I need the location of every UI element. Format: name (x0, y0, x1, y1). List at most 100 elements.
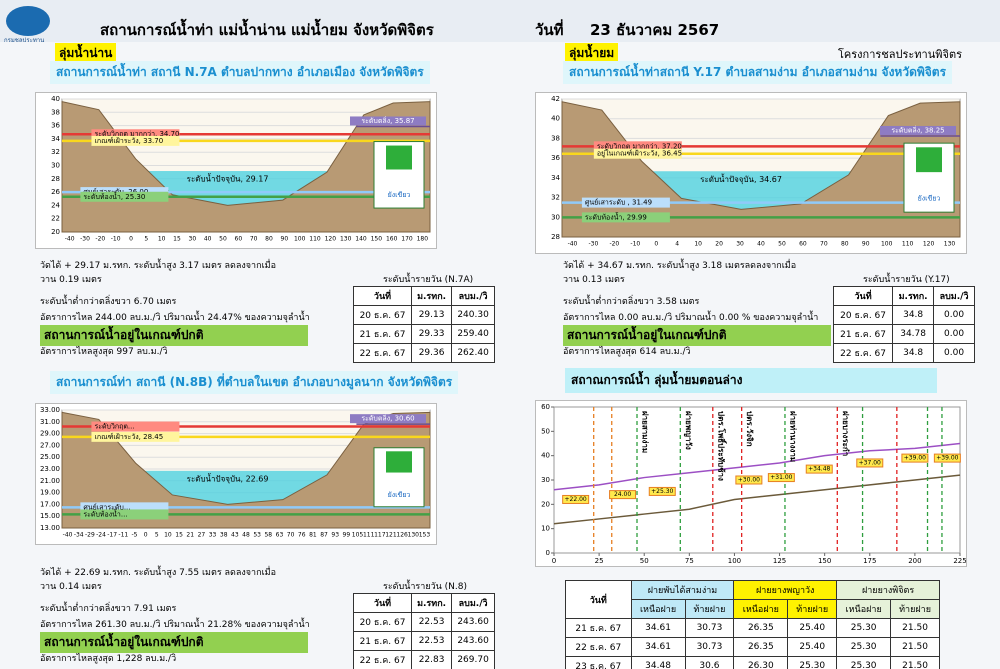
level-box-label: +39.00 (936, 455, 958, 462)
x-tick-label: 225 (953, 557, 966, 565)
table-row: 21 ธ.ค. 67 34.78 0.00 (832, 324, 975, 344)
header-cell: ลบม./วิ (451, 593, 495, 613)
cell: 22.53 (410, 612, 453, 632)
x-tick-label: 117 (374, 532, 386, 539)
cell: 259.40 (451, 324, 495, 344)
table-row: 21 ธ.ค. 67 34.61 30.73 26.35 25.40 25.30 21.50 (565, 618, 940, 638)
x-tick-label: -20 (95, 236, 105, 243)
y-tick-label: 23.00 (40, 465, 60, 473)
cell: 34.48 (630, 656, 686, 669)
level-label-bg (581, 212, 670, 223)
table-row: 20 ธ.ค. 67 22.53 243.60 (353, 612, 495, 632)
level-label-bg (91, 431, 180, 442)
x-tick-label: 100 (294, 236, 306, 243)
y-tick-label: 50 (541, 427, 550, 435)
y-tick-label: 28 (51, 175, 60, 183)
level-label-bg (581, 197, 670, 208)
cross-section-chart: 13.00 15.00 17.00 19.00 21.00 23.00 25.00 27.00… (35, 403, 437, 545)
level-box (805, 464, 833, 474)
cell: 25.30 (836, 637, 892, 657)
y-tick-label: 20 (51, 228, 60, 236)
level-box-label: +30.00 (738, 477, 760, 484)
note: ระดับน้ำต่ำกว่าตลิ่งขวา 3.58 เมตร (563, 297, 700, 307)
cell: 22 ธ.ค. 67 (565, 637, 632, 657)
x-tick-label: 0 (129, 236, 133, 243)
station-title: สถานการณ์น้ำท่าสถานี Y.17 ตำบลสามง่าม อำ… (563, 61, 953, 84)
daily-table: วันที่ ม.รทก. ลบม./วิ 20 ธ.ค. 67 34.8 0.00 21 … (832, 286, 975, 363)
cell: 21.50 (890, 637, 940, 657)
cell: 243.60 (451, 631, 495, 651)
level-box (562, 494, 590, 504)
sign-text: ยังเขียว (918, 194, 941, 202)
x-tick-label: -20 (609, 241, 619, 248)
cell: 269.70 (451, 650, 495, 669)
level-label: ระดับท้องน้ำ... (83, 507, 127, 518)
note: อัตราการไหลสูงสุด 997 ลบ.ม./วิ (40, 347, 168, 357)
x-tick-label: -30 (589, 241, 599, 248)
y-tick-label: 32 (551, 194, 560, 202)
level-box-label: +39.00 (904, 455, 926, 462)
x-tick-label: 15 (173, 236, 181, 243)
x-tick-label: 50 (640, 557, 649, 565)
x-tick-label: -30 (80, 236, 90, 243)
y-tick-label: 21.00 (40, 477, 60, 485)
cell: 21 ธ.ค. 67 (353, 631, 412, 651)
x-tick-label: 99 (343, 532, 351, 539)
level-box-label: +34.48 (808, 466, 830, 473)
project: โครงการชลประทานพิจิตร (838, 48, 962, 61)
x-tick-label: -40 (568, 241, 578, 248)
y-tick-label: 29.00 (40, 430, 60, 438)
x-tick-label: -5 (131, 532, 137, 539)
daily-table: วันที่ ม.รทก. ลบม./วิ 20 ธ.ค. 67 22.53 243.60… (353, 593, 495, 669)
x-tick-label: 60 (799, 241, 807, 248)
y-tick-label: 22 (51, 215, 60, 223)
cell: 34.8 (892, 305, 935, 325)
cell: 29.36 (410, 343, 453, 363)
header-cell: วันที่ (565, 580, 632, 619)
x-tick-label: 43 (231, 532, 239, 539)
status: สถานการณ์น้ำอยู่ในเกณฑ์ปกติ (563, 325, 831, 346)
cell: 20 ธ.ค. 67 (353, 612, 412, 632)
table-title: ระดับน้ำรายวัน (N.7A) (383, 275, 474, 285)
x-tick-label: 81 (309, 532, 317, 539)
header-cell: ฝายพับได้สามง่าม (630, 580, 735, 600)
x-tick-label: -40 (65, 236, 75, 243)
cell: 26.35 (733, 637, 789, 657)
bank-label-bg (350, 116, 426, 126)
level-box-label: +25.30 (651, 488, 673, 495)
x-tick-label: 150 (371, 236, 383, 243)
y-tick-label: 42 (551, 95, 560, 103)
header-cell: เหนือฝาย (630, 599, 686, 619)
x-tick-label: 75 (685, 557, 694, 565)
x-tick-label: 105 (352, 532, 364, 539)
x-tick-label: 25 (595, 557, 604, 565)
x-tick-label: 90 (281, 236, 289, 243)
x-tick-label: 80 (265, 236, 273, 243)
cell: 0.00 (933, 324, 975, 344)
level-label: ระดับท้องน้ำ, 25.30 (83, 190, 145, 201)
level-box-label: +22.00 (565, 496, 587, 503)
level-label-bg (80, 502, 169, 513)
current-label: ระดับน้ำปัจจุบัน, 29.17 (187, 173, 269, 184)
cell: 21.50 (890, 656, 940, 669)
table-row: 20 ธ.ค. 67 29.13 240.30 (353, 305, 495, 325)
x-tick-label: 70 (250, 236, 258, 243)
station-title: สถานการณ์ท่า สถานี (N.8B) ที่ตำบลในเขต อ… (50, 371, 459, 394)
x-tick-label: 10 (694, 241, 702, 248)
x-tick-label: 0 (144, 532, 148, 539)
x-tick-label: -29 (85, 532, 95, 539)
y-tick-label: 31.00 (40, 418, 60, 426)
note: อัตราการไหลสูงสุด 1,228 ลบ.ม./วิ (40, 654, 177, 664)
x-tick-label: 27 (198, 532, 206, 539)
header-cell: ม.รทก. (410, 593, 453, 613)
bank-label: ระดับตลิ่ง, 35.87 (361, 116, 414, 125)
x-tick-label: 70 (287, 532, 295, 539)
cell: 25.30 (787, 656, 838, 669)
x-tick-label: 63 (276, 532, 284, 539)
x-tick-label: 50 (778, 241, 786, 248)
level-label: อยู่ในเกณฑ์เฝ้าระวัง, 36.45 (597, 149, 682, 158)
level-label: ระดับวิกฤต มากกว่า, 37.20 (597, 142, 682, 150)
x-tick-label: 160 (386, 236, 398, 243)
status: สถานการณ์น้ำอยู่ในเกณฑ์ปกติ (40, 632, 308, 653)
y-tick-label: 28 (551, 233, 560, 241)
